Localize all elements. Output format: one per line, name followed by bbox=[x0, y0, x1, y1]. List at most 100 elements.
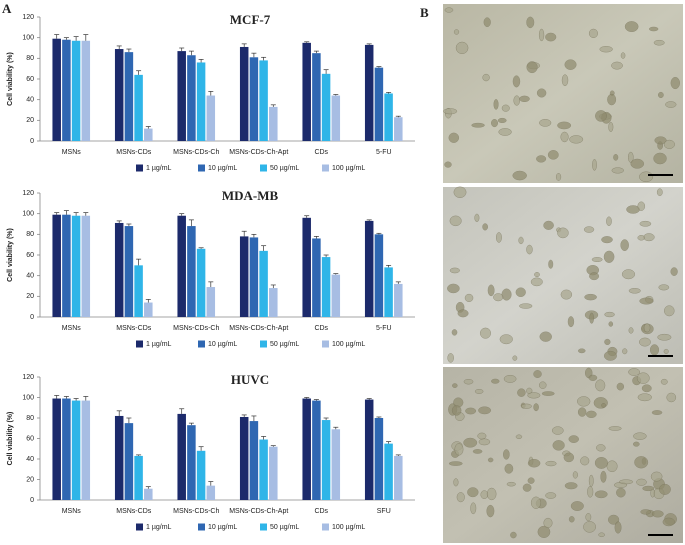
error-bar bbox=[116, 220, 122, 223]
error-bar bbox=[63, 37, 69, 40]
y-tick-label: 60 bbox=[26, 435, 34, 442]
cell bbox=[454, 443, 464, 456]
cell bbox=[654, 136, 667, 145]
cell bbox=[483, 17, 491, 28]
bar bbox=[321, 420, 331, 500]
error-bar bbox=[179, 47, 185, 52]
bar bbox=[206, 95, 216, 141]
legend-label: 100 µg/mL bbox=[332, 341, 365, 348]
cell bbox=[600, 470, 607, 483]
cell bbox=[604, 311, 615, 318]
cell bbox=[585, 513, 592, 522]
cell bbox=[606, 216, 612, 227]
error-bar bbox=[313, 399, 319, 401]
cell bbox=[487, 457, 494, 463]
bar bbox=[331, 274, 341, 317]
cell bbox=[641, 384, 652, 393]
y-tick-label: 80 bbox=[26, 231, 34, 238]
cell bbox=[621, 269, 636, 280]
legend-label: 10 µg/mL bbox=[208, 165, 237, 172]
cell bbox=[649, 344, 660, 356]
bar bbox=[364, 399, 374, 500]
error-bar bbox=[270, 284, 276, 289]
x-tick-label: MSNs-CDs-Ch bbox=[173, 149, 219, 156]
legend-swatch bbox=[198, 340, 205, 348]
legend-label: 10 µg/mL bbox=[208, 341, 237, 348]
x-tick-label: MSNs-CDs bbox=[116, 508, 151, 515]
cell bbox=[498, 128, 512, 136]
bar bbox=[394, 283, 403, 317]
bar bbox=[114, 415, 124, 500]
bar bbox=[196, 248, 206, 317]
error-bar bbox=[54, 212, 60, 215]
x-tick-label: MSNs bbox=[62, 325, 82, 332]
cell bbox=[533, 403, 539, 412]
cell bbox=[545, 32, 557, 42]
cell bbox=[637, 393, 652, 402]
bar bbox=[62, 214, 71, 317]
y-tick-label: 80 bbox=[26, 55, 34, 62]
cell bbox=[670, 76, 680, 90]
cell bbox=[569, 135, 584, 144]
legend-swatch bbox=[136, 340, 143, 348]
cell bbox=[670, 267, 678, 276]
cell bbox=[594, 457, 608, 469]
bar bbox=[81, 215, 91, 317]
cell bbox=[628, 368, 641, 376]
cell bbox=[601, 236, 613, 244]
cell bbox=[519, 95, 530, 103]
legend-swatch bbox=[322, 164, 329, 172]
cell bbox=[482, 223, 488, 231]
cell bbox=[543, 517, 553, 529]
error-bar bbox=[376, 416, 382, 418]
cell bbox=[527, 458, 541, 468]
error-bar bbox=[188, 50, 194, 56]
error-bar bbox=[198, 446, 204, 451]
legend-label: 1 µg/mL bbox=[146, 524, 172, 531]
cell bbox=[643, 233, 655, 242]
cell bbox=[593, 397, 608, 409]
cell bbox=[633, 432, 647, 440]
error-bar bbox=[366, 398, 372, 400]
x-tick-label: MSNs bbox=[62, 149, 82, 156]
cell bbox=[637, 201, 646, 211]
cell bbox=[548, 259, 554, 269]
cell bbox=[639, 220, 652, 227]
cell bbox=[534, 272, 540, 278]
cell bbox=[599, 46, 613, 53]
cell bbox=[480, 490, 489, 500]
cell bbox=[517, 388, 526, 397]
bar bbox=[144, 488, 153, 500]
cell bbox=[487, 284, 495, 297]
cell bbox=[636, 478, 647, 486]
error-bar bbox=[261, 436, 267, 440]
cell bbox=[560, 131, 569, 143]
cell bbox=[608, 321, 614, 327]
y-tick-label: 40 bbox=[26, 273, 34, 280]
cell bbox=[564, 59, 577, 70]
cell bbox=[503, 374, 517, 383]
cell bbox=[474, 389, 484, 394]
error-bar bbox=[366, 43, 372, 45]
cell bbox=[451, 329, 458, 336]
error-bar bbox=[333, 426, 339, 430]
cell bbox=[603, 350, 617, 361]
error-bar bbox=[241, 230, 247, 237]
y-tick-label: 80 bbox=[26, 415, 34, 422]
cell bbox=[515, 287, 526, 298]
cell bbox=[539, 381, 547, 389]
bar bbox=[302, 42, 311, 142]
cell bbox=[662, 517, 675, 527]
error-bar bbox=[116, 410, 122, 416]
cell bbox=[520, 403, 532, 409]
cell bbox=[477, 432, 487, 440]
error-bar bbox=[73, 398, 79, 401]
bar bbox=[187, 425, 196, 500]
cell bbox=[501, 288, 512, 301]
cell bbox=[666, 392, 677, 403]
y-tick-label: 100 bbox=[22, 394, 34, 401]
error-bar bbox=[304, 215, 310, 218]
bar bbox=[196, 62, 206, 141]
cell bbox=[595, 379, 606, 392]
bar bbox=[187, 55, 196, 141]
